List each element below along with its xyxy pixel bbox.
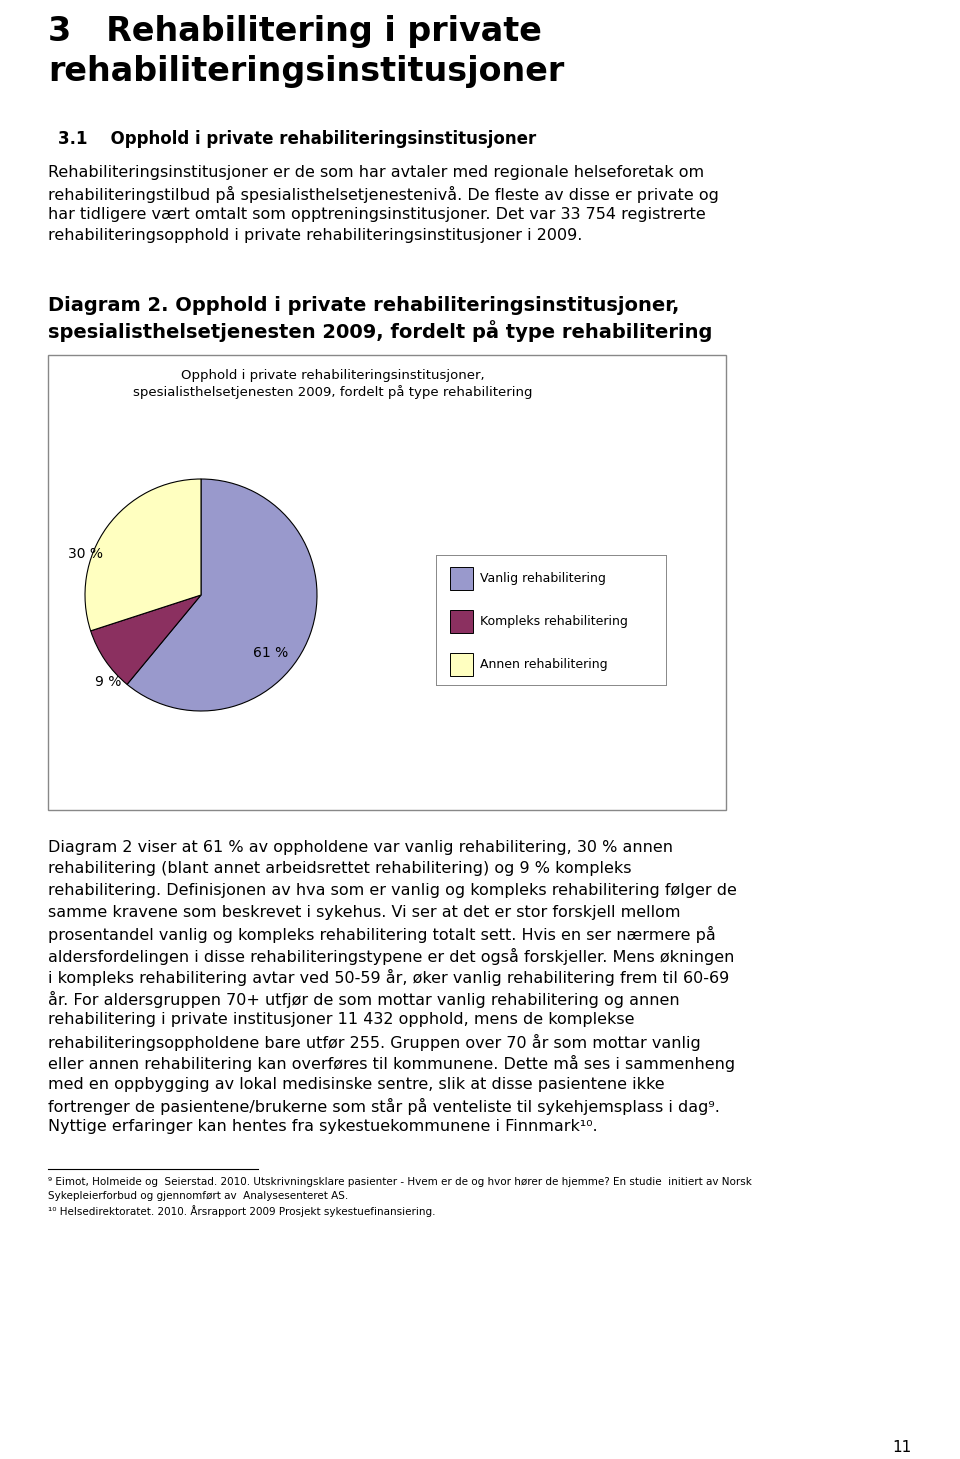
Bar	[450, 566, 472, 589]
Text: rehabilitering i private institusjoner 11 432 opphold, mens de komplekse: rehabilitering i private institusjoner 1…	[48, 1013, 635, 1027]
Text: 9 %: 9 %	[95, 676, 121, 689]
Text: rehabiliteringstilbud på spesialisthelsetjenestenivå. De fleste av disse er priv: rehabiliteringstilbud på spesialisthelse…	[48, 185, 719, 203]
Text: har tidligere vært omtalt som opptreningsinstitusjoner. Det var 33 754 registrer: har tidligere vært omtalt som opptrening…	[48, 207, 706, 222]
Text: 3   Rehabilitering i private: 3 Rehabilitering i private	[48, 15, 541, 48]
Wedge shape	[85, 479, 201, 630]
Text: i kompleks rehabilitering avtar ved 50-59 år, øker vanlig rehabilitering frem ti: i kompleks rehabilitering avtar ved 50-5…	[48, 969, 730, 986]
Bar	[450, 610, 472, 633]
Text: 30 %: 30 %	[67, 547, 103, 562]
Text: spesialisthelsetjenesten 2009, fordelt på type rehabilitering: spesialisthelsetjenesten 2009, fordelt p…	[133, 385, 533, 398]
Text: Vanlig rehabilitering: Vanlig rehabilitering	[480, 572, 606, 585]
Wedge shape	[90, 595, 201, 684]
Wedge shape	[127, 479, 317, 711]
Text: Nyttige erfaringer kan hentes fra sykestuekommunene i Finnmark¹⁰.: Nyttige erfaringer kan hentes fra sykest…	[48, 1119, 598, 1135]
Text: 61 %: 61 %	[253, 646, 288, 659]
Text: ¹⁰ Helsedirektoratet. 2010. Årsrapport 2009 Prosjekt sykestuefinansiering.: ¹⁰ Helsedirektoratet. 2010. Årsrapport 2…	[48, 1205, 436, 1217]
Text: rehabiliteringsinstitusjoner: rehabiliteringsinstitusjoner	[48, 55, 564, 88]
Text: aldersfordelingen i disse rehabiliteringstypene er det også forskjeller. Mens øk: aldersfordelingen i disse rehabilitering…	[48, 947, 734, 964]
Text: samme kravene som beskrevet i sykehus. Vi ser at det er stor forskjell mellom: samme kravene som beskrevet i sykehus. V…	[48, 905, 681, 919]
Text: år. For aldersgruppen 70+ utfjør de som mottar vanlig rehabilitering og annen: år. For aldersgruppen 70+ utfjør de som …	[48, 991, 680, 1008]
Text: rehabiliteringsoppholdene bare utfør 255. Gruppen over 70 år som mottar vanlig: rehabiliteringsoppholdene bare utfør 255…	[48, 1033, 701, 1050]
Text: ⁹ Eimot, Holmeide og  Seierstad. 2010. Utskrivningsklare pasienter - Hvem er de : ⁹ Eimot, Holmeide og Seierstad. 2010. Ut…	[48, 1177, 752, 1188]
Bar	[450, 652, 472, 676]
Bar	[48, 355, 726, 810]
Text: Diagram 2 viser at 61 % av oppholdene var vanlig rehabilitering, 30 % annen: Diagram 2 viser at 61 % av oppholdene va…	[48, 840, 673, 855]
Text: rehabilitering (blant annet arbeidsrettet rehabilitering) og 9 % kompleks: rehabilitering (blant annet arbeidsrette…	[48, 861, 632, 877]
Text: 11: 11	[893, 1440, 912, 1455]
Text: Sykepleierforbud og gjennomført av  Analysesenteret AS.: Sykepleierforbud og gjennomført av Analy…	[48, 1191, 348, 1201]
Text: med en oppbygging av lokal medisinske sentre, slik at disse pasientene ikke: med en oppbygging av lokal medisinske se…	[48, 1077, 664, 1091]
Text: rehabilitering. Definisjonen av hva som er vanlig og kompleks rehabilitering føl: rehabilitering. Definisjonen av hva som …	[48, 883, 737, 897]
Text: Annen rehabilitering: Annen rehabilitering	[480, 658, 608, 671]
Text: eller annen rehabilitering kan overføres til kommunene. Dette må ses i sammenhen: eller annen rehabilitering kan overføres…	[48, 1055, 735, 1072]
Text: rehabiliteringsopphold i private rehabiliteringsinstitusjoner i 2009.: rehabiliteringsopphold i private rehabil…	[48, 228, 583, 244]
Text: Rehabiliteringsinstitusjoner er de som har avtaler med regionale helseforetak om: Rehabiliteringsinstitusjoner er de som h…	[48, 165, 704, 179]
Text: Kompleks rehabilitering: Kompleks rehabilitering	[480, 614, 628, 627]
Text: Diagram 2. Opphold i private rehabiliteringsinstitusjoner,: Diagram 2. Opphold i private rehabiliter…	[48, 296, 680, 315]
Text: Opphold i private rehabiliteringsinstitusjoner,: Opphold i private rehabiliteringsinstitu…	[180, 369, 485, 382]
Text: fortrenger de pasientene/brukerne som står på venteliste til sykehjemsplass i da: fortrenger de pasientene/brukerne som st…	[48, 1099, 720, 1115]
Text: prosentandel vanlig og kompleks rehabilitering totalt sett. Hvis en ser nærmere : prosentandel vanlig og kompleks rehabili…	[48, 926, 716, 943]
Text: spesialisthelsetjenesten 2009, fordelt på type rehabilitering: spesialisthelsetjenesten 2009, fordelt p…	[48, 320, 712, 341]
Text: 3.1    Opphold i private rehabiliteringsinstitusjoner: 3.1 Opphold i private rehabiliteringsins…	[58, 130, 537, 147]
